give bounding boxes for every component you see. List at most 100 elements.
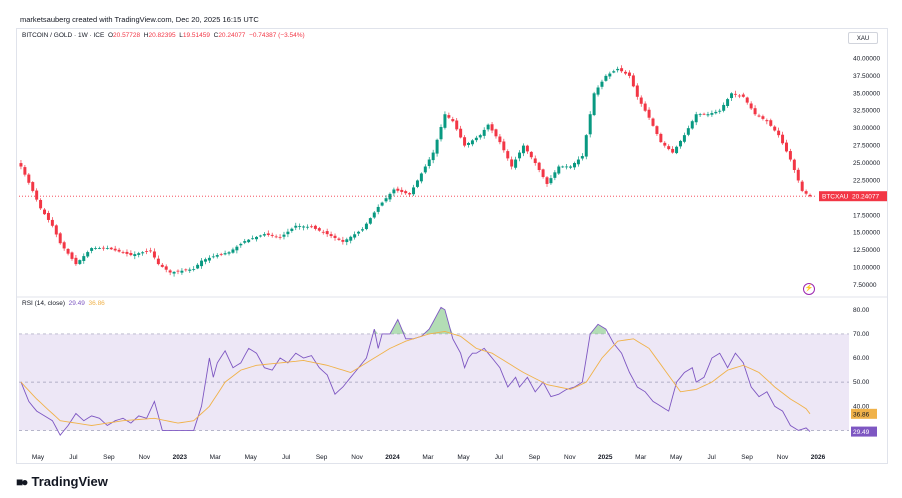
rsi-badge xyxy=(851,426,877,437)
candle-body xyxy=(117,249,121,252)
symbol-name[interactable]: BITCOIN / GOLD · 1W · ICE xyxy=(22,32,105,39)
candle-body xyxy=(769,120,773,126)
candle-body xyxy=(121,251,125,253)
candle-body xyxy=(455,120,459,130)
candle-body xyxy=(557,166,561,174)
candle-body xyxy=(384,198,388,202)
price-axis-tick: 15.00000 xyxy=(853,230,880,237)
candle-body xyxy=(459,128,463,138)
candle-body xyxy=(510,159,514,167)
candle-body xyxy=(404,191,408,194)
price-badge-symbol: BTCXAU xyxy=(822,194,849,201)
rsi-axis-tick: 50.00 xyxy=(853,379,870,386)
time-axis-tick: Jul xyxy=(707,454,716,461)
candle-body xyxy=(518,152,522,159)
candle-body xyxy=(635,85,639,97)
candle-body xyxy=(152,251,156,258)
candle-body xyxy=(227,252,231,254)
time-axis-tick: May xyxy=(670,454,683,461)
candle-body xyxy=(133,254,137,257)
candle-body xyxy=(97,248,101,249)
candle-body xyxy=(105,248,109,249)
candle-body xyxy=(474,137,478,141)
rsi-ma-badge xyxy=(851,408,877,419)
candle-body xyxy=(94,248,98,249)
candle-body xyxy=(302,226,306,228)
candle-body xyxy=(129,252,133,256)
rsi-label[interactable]: RSI (14, close) xyxy=(22,300,65,307)
candle-body xyxy=(286,231,290,235)
candle-body xyxy=(160,264,164,267)
candle-body xyxy=(423,166,427,173)
candle-body xyxy=(506,151,510,159)
time-axis-tick: Mar xyxy=(210,454,222,461)
candle-body xyxy=(588,114,592,135)
candle-body xyxy=(655,126,659,134)
candle-body xyxy=(675,146,679,154)
candle-body xyxy=(239,243,243,246)
candle-body xyxy=(415,180,419,187)
candle-body xyxy=(647,109,651,118)
time-axis-tick: May xyxy=(457,454,470,461)
candle-body xyxy=(714,111,718,114)
price-axis-tick: 30.00000 xyxy=(853,125,880,132)
candle-body xyxy=(231,249,235,253)
candle-body xyxy=(368,218,372,224)
candle-body xyxy=(498,136,502,143)
candle-body xyxy=(113,248,117,251)
candle-body xyxy=(706,114,710,116)
candle-body xyxy=(54,225,58,235)
candle-body xyxy=(27,174,31,183)
candle-body xyxy=(86,252,90,257)
candle-body xyxy=(439,127,443,140)
price-axis-tick: 25.00000 xyxy=(853,160,880,167)
candle-body xyxy=(109,247,113,250)
alert-bolt-icon[interactable]: ⚡ xyxy=(803,283,815,295)
rsi-ma-line xyxy=(20,331,811,426)
candle-body xyxy=(545,177,549,184)
candle-body xyxy=(408,193,412,195)
candle-body xyxy=(804,191,808,194)
candle-body xyxy=(298,226,302,227)
candle-body xyxy=(372,212,376,218)
rsi-axis-tick: 40.00 xyxy=(853,403,870,410)
candle-body xyxy=(502,141,506,151)
candle-body xyxy=(584,135,588,157)
candle-body xyxy=(486,124,490,130)
price-axis-tick: 32.50000 xyxy=(853,108,880,115)
candle-body xyxy=(726,99,730,106)
candle-body xyxy=(341,239,345,242)
candle-body xyxy=(514,159,518,168)
candle-body xyxy=(23,167,27,175)
candle-body xyxy=(39,199,43,209)
candle-body xyxy=(671,148,675,153)
candle-body xyxy=(101,247,105,249)
candle-body xyxy=(219,253,223,255)
candle-body xyxy=(482,129,486,136)
rsi-axis-tick: 80.00 xyxy=(853,307,870,314)
candle-body xyxy=(274,236,278,238)
candle-body xyxy=(561,166,565,168)
candle-body xyxy=(317,228,321,231)
candle-body xyxy=(467,142,470,145)
time-axis-tick: 2023 xyxy=(173,454,188,461)
candle-body xyxy=(627,72,631,76)
candle-body xyxy=(380,202,384,206)
candle-body xyxy=(741,94,745,97)
candle-body xyxy=(565,166,569,168)
candle-body xyxy=(78,260,82,264)
candle-body xyxy=(353,234,357,238)
time-axis-tick: Nov xyxy=(139,454,151,461)
candle-body xyxy=(722,104,726,111)
candle-body xyxy=(800,181,804,191)
time-axis-tick: Sep xyxy=(741,454,753,461)
candle-body xyxy=(74,257,78,265)
rsi-axis-tick: 70.00 xyxy=(853,331,870,338)
candle-body xyxy=(659,133,663,143)
candle-body xyxy=(211,256,215,258)
candle-body xyxy=(533,158,537,164)
candle-body xyxy=(243,241,247,243)
currency-scale-button[interactable]: XAU xyxy=(848,32,878,44)
rsi-axis-tick: 60.00 xyxy=(853,355,870,362)
